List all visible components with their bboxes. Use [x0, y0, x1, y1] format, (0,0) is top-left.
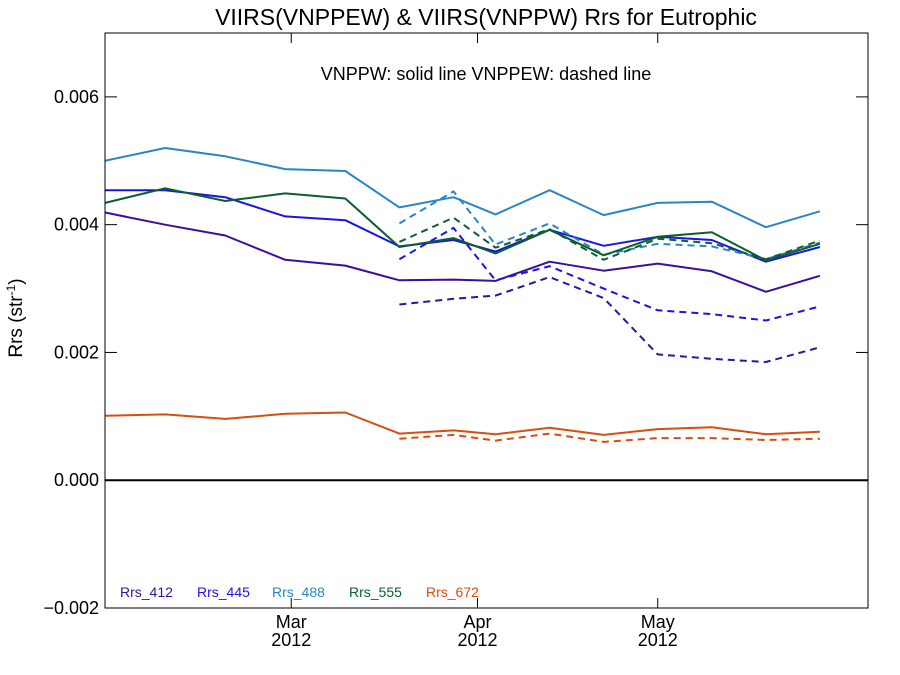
x-tick-label-month: Mar — [276, 612, 307, 632]
series-line-dashed-rrs-555 — [398, 216, 821, 261]
series-line-solid-rrs-555 — [105, 187, 821, 262]
plot-area — [105, 147, 868, 482]
y-tick-label: −0.002 — [43, 598, 99, 618]
series-line-dashed-rrs-488 — [398, 190, 821, 261]
legend-entry: Rrs_555 — [349, 584, 402, 600]
series-line-solid-rrs-488 — [105, 147, 821, 229]
series-line-dashed-rrs-445 — [398, 226, 821, 322]
series-line-solid-rrs-412 — [105, 211, 821, 293]
series-group — [105, 147, 868, 482]
y-axis-label-end: ) — [6, 278, 27, 284]
chart-title: VIIRS(VNPPEW) & VIIRS(VNPPW) Rrs for Eut… — [215, 4, 757, 30]
legend: Rrs_412 Rrs_445 Rrs_488 Rrs_555 Rrs_672 — [120, 584, 479, 600]
legend-entry: Rrs_412 — [120, 584, 173, 600]
legend-entry: Rrs_488 — [272, 584, 325, 600]
x-tick-label-month: May — [641, 612, 675, 632]
y-axis-label-sup: -1 — [4, 284, 18, 295]
y-axis-label: Rrs (str-1) — [4, 278, 27, 357]
x-tick-label-year: 2012 — [271, 630, 311, 650]
series-line-solid-rrs-672 — [105, 411, 820, 436]
y-tick-label: 0.004 — [54, 215, 99, 235]
plot-frame — [104, 32, 869, 609]
y-tick-label: 0.002 — [54, 342, 99, 362]
y-tick-label: 0.006 — [54, 87, 99, 107]
legend-entry: Rrs_445 — [197, 584, 250, 600]
y-tick-label: 0.000 — [54, 470, 99, 490]
chart-subtitle: VNPPW: solid line VNPPEW: dashed line — [321, 64, 652, 84]
legend-entry: Rrs_672 — [426, 584, 479, 600]
x-tick-label-month: Apr — [463, 612, 491, 632]
x-tick-label-year: 2012 — [638, 630, 678, 650]
axes: −0.0020.0000.0020.0040.006Mar2012Apr2012… — [43, 32, 869, 650]
x-tick-label-year: 2012 — [457, 630, 497, 650]
series-line-dashed-rrs-672 — [399, 432, 820, 443]
y-axis-label-base: Rrs (str — [6, 295, 27, 358]
